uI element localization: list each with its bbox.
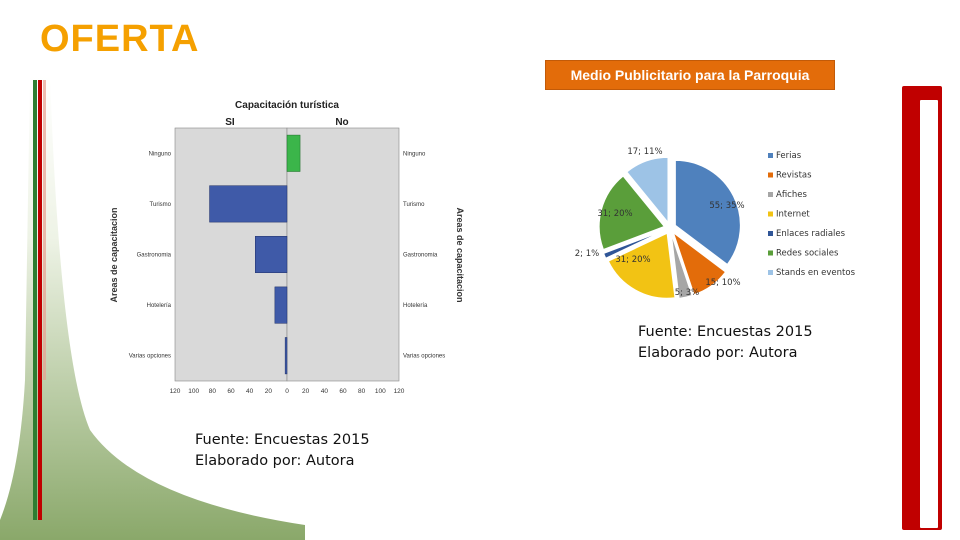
- legend-label: Revistas: [776, 171, 812, 181]
- no-panel: [286, 127, 400, 382]
- category-label-right: Ninguno: [403, 151, 426, 157]
- chart-title: Capacitación turística: [235, 100, 339, 111]
- caption-author: Elaborado por: Autora: [195, 453, 355, 469]
- x-tick-label: 20: [302, 388, 310, 395]
- y-axis-label-right: Areas de capacitacion: [455, 207, 465, 302]
- category-label-left: Ninguno: [149, 151, 172, 157]
- pie-data-label: 2; 1%: [575, 249, 599, 259]
- pie-data-label: 55; 35%: [709, 201, 744, 211]
- bar-si: [209, 185, 288, 223]
- panel-label-no: No: [335, 117, 348, 128]
- category-label-left: Turismo: [150, 202, 172, 208]
- x-tick-label: 40: [246, 388, 254, 395]
- bar-no: [286, 134, 301, 172]
- pie-slice: [670, 233, 693, 299]
- pie-data-label: 17; 11%: [627, 147, 662, 157]
- x-tick-label: 0: [285, 388, 289, 395]
- legend-swatch: [768, 231, 773, 236]
- chart-title-badge: Medio Publicitario para la Parroquia: [545, 60, 835, 90]
- bar-si: [284, 337, 288, 375]
- caption-author: Elaborado por: Autora: [638, 345, 798, 361]
- x-tick-label: 60: [339, 388, 347, 395]
- panel-label-si: SI: [225, 117, 235, 128]
- caption-source: Fuente: Encuestas 2015: [195, 432, 370, 448]
- legend-swatch: [768, 270, 773, 275]
- legend-swatch: [768, 172, 773, 178]
- x-tick-label: 100: [375, 388, 386, 395]
- legend-swatch: [768, 250, 773, 256]
- x-tick-label: 120: [394, 388, 405, 395]
- legend-label: Redes sociales: [776, 249, 839, 259]
- legend-swatch: [768, 192, 773, 197]
- legend-swatch: [768, 153, 773, 158]
- category-label-left: Hotelería: [147, 303, 172, 309]
- pie-data-label: 15; 10%: [705, 278, 740, 288]
- bar-si: [255, 236, 288, 273]
- x-tick-label: 40: [321, 388, 329, 395]
- training-bar-chart: Capacitación turística SI No Ninguno Ning…: [109, 100, 465, 395]
- pie-slice: [674, 159, 741, 266]
- pie-slice: [672, 231, 727, 296]
- pie-slice: [607, 232, 676, 299]
- decorative-gradient-stripe: [0, 75, 305, 540]
- legend-swatch: [768, 211, 773, 217]
- bar-si: [274, 286, 288, 324]
- category-label-right: Varias opciones: [403, 354, 445, 360]
- pie-slice: [603, 229, 665, 259]
- legend-label: Enlaces radiales: [776, 229, 846, 239]
- x-tick-label: 100: [188, 388, 199, 395]
- legend-label: Internet: [776, 210, 810, 220]
- y-axis-label: Areas de capacitacion: [109, 207, 119, 302]
- x-tick-label: 60: [227, 388, 235, 395]
- advertising-pie-chart: 55; 35% 15; 10% 5; 3% 31; 20% 2; 1% 31; 20% 17…: [575, 147, 856, 299]
- category-label-right: Hotelería: [403, 303, 428, 309]
- legend-label: Afiches: [776, 190, 807, 200]
- source-caption-left: Fuente: Encuestas 2015 Elaborado por: Au…: [195, 430, 370, 472]
- x-tick-label: 80: [358, 388, 366, 395]
- pie-data-label: 31; 20%: [615, 255, 650, 265]
- legend-label: Ferias: [776, 151, 802, 161]
- decorative-side-frame: [918, 98, 940, 530]
- x-tick-label: 80: [209, 388, 217, 395]
- slide-title: OFERTA: [40, 18, 200, 60]
- category-label-left: Varias opciones: [129, 354, 171, 360]
- pie-slice: [626, 156, 669, 224]
- category-label-right: Turismo: [403, 202, 425, 208]
- pie-data-label: 31; 20%: [597, 209, 632, 219]
- x-tick-label: 120: [170, 388, 181, 395]
- pie-slice: [598, 175, 666, 251]
- source-caption-right: Fuente: Encuestas 2015 Elaborado por: Au…: [638, 322, 813, 364]
- x-tick-label: 20: [265, 388, 273, 395]
- pie-data-label: 5; 3%: [675, 288, 699, 298]
- category-label-right: Gastronomia: [403, 253, 438, 259]
- category-label-left: Gastronomia: [137, 253, 172, 259]
- legend-label: Stands en eventos: [776, 268, 856, 278]
- caption-source: Fuente: Encuestas 2015: [638, 324, 813, 340]
